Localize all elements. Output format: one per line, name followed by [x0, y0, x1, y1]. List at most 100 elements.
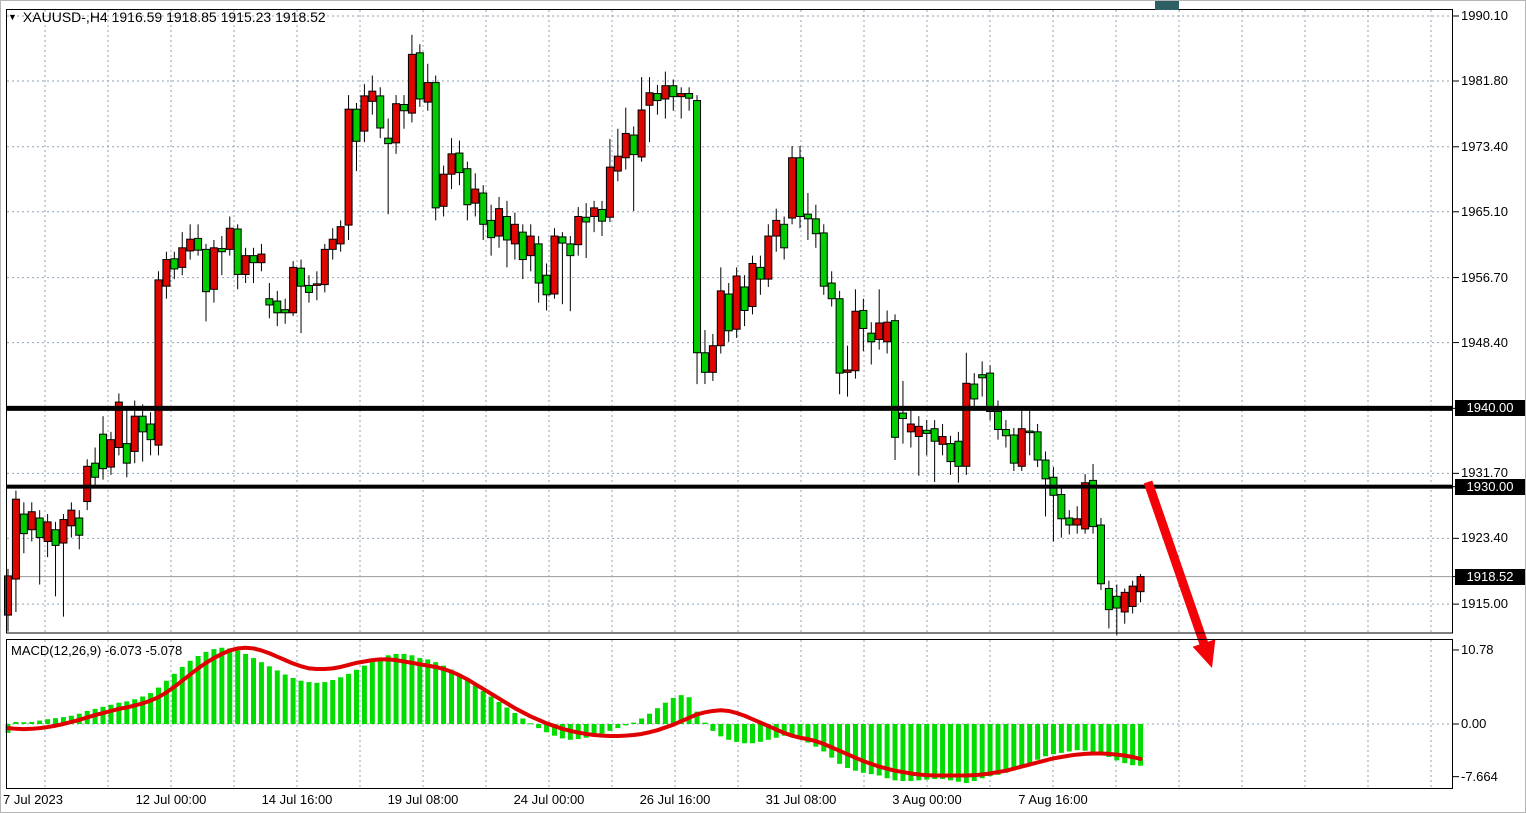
price-axis-label: 1956.70	[1461, 269, 1508, 285]
candle-body	[764, 235, 773, 280]
macd-histogram-bar	[377, 658, 383, 724]
time-axis-label: 7 Jul 2023	[3, 792, 63, 807]
candle	[851, 289, 860, 379]
macd-histogram-bar	[298, 680, 304, 724]
macd-histogram-bar	[742, 724, 748, 744]
macd-histogram-bar	[718, 724, 724, 737]
candle	[534, 236, 543, 303]
horizontal-line-1930.00[interactable]	[7, 484, 1453, 489]
candle-body	[780, 223, 789, 249]
trend-arrow-shaft[interactable]	[1143, 480, 1209, 646]
candle	[384, 118, 393, 215]
macd-histogram-bar	[163, 680, 169, 724]
macd-histogram-bar	[591, 724, 597, 736]
candle-body	[859, 309, 868, 329]
candle-body	[328, 238, 337, 250]
main-chart-panel[interactable]	[6, 9, 1453, 634]
candle-body	[883, 321, 892, 343]
macd-histogram-bar	[599, 724, 605, 734]
candle	[1033, 424, 1042, 468]
candle	[423, 63, 432, 111]
macd-histogram-bar	[1003, 724, 1009, 773]
candle-body	[875, 322, 884, 340]
candle	[447, 138, 456, 190]
candle-body	[59, 519, 68, 544]
macd-histogram-bar	[884, 724, 890, 779]
candle	[415, 44, 424, 107]
candle-body	[431, 82, 440, 209]
candle-body	[716, 290, 725, 347]
candle-body	[510, 223, 519, 245]
trend-arrow[interactable]	[1143, 480, 1216, 668]
candle-body	[99, 433, 108, 470]
candle-body	[978, 374, 987, 379]
price-axis-label: 1965.10	[1461, 203, 1508, 219]
macd-histogram-bar	[876, 724, 882, 776]
macd-histogram-bar	[108, 704, 114, 724]
candle-body	[360, 95, 369, 132]
candle	[75, 510, 84, 550]
macd-histogram-bar	[916, 724, 922, 781]
macd-histogram-bar	[971, 724, 977, 782]
candle-body	[898, 412, 907, 420]
candle	[1128, 580, 1137, 614]
candle	[1089, 463, 1098, 534]
candle-body	[1073, 518, 1082, 526]
candle-body	[1057, 493, 1066, 520]
candle	[582, 203, 591, 258]
horizontal-line-1940.00[interactable]	[7, 405, 1453, 411]
macd-histogram-bar	[908, 724, 914, 782]
candle	[146, 412, 155, 456]
macd-histogram-bar	[955, 724, 961, 782]
candle	[1112, 584, 1121, 636]
price-axis-label: 1981.80	[1461, 72, 1508, 88]
candle-body	[1136, 576, 1145, 593]
candle	[328, 228, 337, 260]
candle	[344, 95, 353, 240]
candle-body	[621, 132, 630, 159]
candle-body	[304, 284, 313, 293]
candle	[653, 84, 662, 115]
candle	[796, 145, 804, 229]
macd-histogram-bar	[670, 697, 676, 724]
candle-body	[35, 517, 44, 539]
candle	[225, 216, 234, 256]
macd-histogram-bar	[290, 677, 296, 724]
candle	[1136, 573, 1145, 603]
macd-histogram-bar	[306, 682, 312, 724]
candle-body	[138, 415, 147, 433]
macd-histogram-bar	[266, 666, 272, 724]
candle-body	[582, 216, 591, 223]
candle-body	[550, 235, 559, 295]
candle-body	[1104, 587, 1113, 611]
macd-histogram-bar	[694, 711, 700, 724]
candle-body	[803, 213, 812, 220]
candle-body	[19, 513, 28, 535]
macd-histogram-bar	[353, 669, 359, 724]
macd-histogram-bar	[615, 724, 621, 729]
candle	[27, 502, 36, 542]
macd-histogram-bar	[1058, 724, 1064, 753]
candle-body	[487, 219, 496, 239]
candle	[986, 365, 995, 421]
candle-body	[439, 173, 448, 207]
candle	[178, 232, 187, 276]
macd-panel[interactable]	[6, 639, 1453, 789]
candle	[249, 247, 258, 284]
candle-body	[946, 443, 955, 463]
candle-body	[281, 309, 290, 314]
macd-histogram-bar	[21, 722, 27, 724]
candle	[1017, 406, 1026, 471]
candle-body	[1081, 482, 1090, 530]
candle	[19, 502, 28, 554]
macd-histogram-bar	[1050, 724, 1056, 755]
macd-histogram-bar	[520, 718, 526, 724]
candle-body	[598, 208, 606, 222]
macd-histogram-bar	[900, 724, 906, 782]
candle	[304, 275, 313, 303]
candle-body	[4, 575, 12, 616]
trend-arrow-head[interactable]	[1192, 639, 1216, 668]
macd-histogram-bar	[251, 658, 257, 724]
macd-axis-label: 0.00	[1461, 716, 1487, 731]
